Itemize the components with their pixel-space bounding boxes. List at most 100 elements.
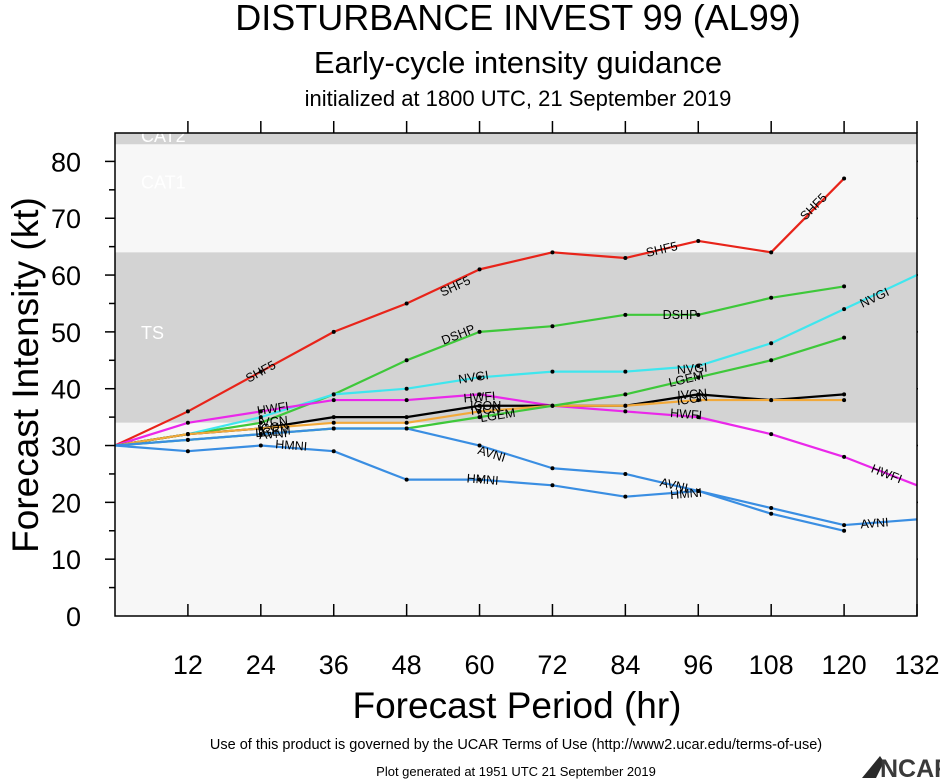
y-tick-label-40: 40 [51,375,81,405]
point-avni-84 [623,471,628,476]
point-lgem-96 [696,375,701,380]
point-shf5-24 [258,369,263,374]
series-label-hmni-0: HMNI [275,437,308,453]
point-hwfi-120 [842,454,847,459]
point-hmni-72 [550,483,555,488]
point-shf5-36 [331,329,336,334]
series-shf5 [114,176,847,447]
point-hwfi-36 [331,398,336,403]
band-cat1-1 [115,144,917,253]
y-tick-label-20: 20 [51,488,81,518]
x-tick-label-96: 96 [683,650,713,680]
x-tick-label-84: 84 [610,650,640,680]
point-hmni-12 [185,449,190,454]
series-label-nvgi-1: NVGI [676,361,708,377]
series-label-nvgi-0: NVGI [457,368,489,387]
point-nvgi-84 [623,369,628,374]
point-hmni-108 [769,511,774,516]
point-avni-12 [185,437,190,442]
series-group [114,176,918,533]
point-nvgi-24 [258,415,263,420]
series-label-avni-2: AVNI [659,475,690,495]
point-avni-120 [842,523,847,528]
point-hwfi-60 [477,392,482,397]
x-axis-label: Forecast Period (hr) [353,685,682,726]
point-nvgi-36 [331,392,336,397]
band-label-cat1: CAT1 [141,172,186,192]
band-label-ts: TS [141,323,164,343]
series-label-icon-2: ICON [676,390,709,409]
x-tick-label-12: 12 [173,650,203,680]
point-nvgi-48 [404,386,409,391]
point-ivcn-48 [404,420,409,425]
point-shf5-96 [696,238,701,243]
plot-frame [114,132,918,617]
point-icon-96 [696,392,701,397]
point-hmni-96 [696,488,701,493]
point-nvgi-72 [550,369,555,374]
point-shf5-72 [550,250,555,255]
point-shf5-120 [842,176,847,181]
point-dshp-108 [769,295,774,300]
intensity-bands [115,133,917,616]
point-ivcn-84 [623,403,628,408]
ncar-logo-mark [862,756,884,778]
series-label-avni-3: AVNI [860,515,889,531]
point-icon-60 [477,403,482,408]
series-ivcn [114,398,847,447]
ncar-logo-text: NCAR [880,755,940,780]
terms-of-use: Use of this product is governed by the U… [210,737,822,753]
x-tick-label-36: 36 [319,650,349,680]
point-dshp-120 [842,284,847,289]
series-label-hmni-1: HMNI [466,471,499,487]
x-tick-label-72: 72 [537,650,567,680]
y-tick-label-50: 50 [51,318,81,348]
band-label-cat2: CAT2 [141,126,186,146]
point-hmni-36 [331,449,336,454]
point-nvgi-120 [842,307,847,312]
point-nvgi-60 [477,375,482,380]
series-label-lgem-1: LGEM [479,406,516,425]
series-label-icon-1: ICON [470,399,501,413]
series-label-avni-0: AVNI [258,426,287,442]
point-lgem-108 [769,358,774,363]
x-tick-label-60: 60 [465,650,495,680]
series-line-nvgi [114,274,918,447]
plot-generated: Plot generated at 1951 UTC 21 September … [376,764,656,779]
point-ivcn-108 [769,398,774,403]
point-ivcn-36 [331,420,336,425]
x-tick-label-24: 24 [246,650,276,680]
point-dshp-48 [404,358,409,363]
point-avni-36 [331,426,336,431]
point-ivcn-96 [696,398,701,403]
point-avni-108 [769,506,774,511]
point-ivcn-120 [842,398,847,403]
series-hmni [114,443,847,533]
point-hwfi-24 [258,409,263,414]
point-avni-60 [477,443,482,448]
y-tick-label-80: 80 [51,147,81,177]
tick-labels: 12 24 36 48 60 72 84 96 108 120 132 0 10 20 30 40 50 60 70… [51,147,940,680]
point-icon-36 [331,415,336,420]
point-dshp-96 [696,312,701,317]
x-tick-label-120: 120 [822,650,867,680]
point-hmni-120 [842,528,847,533]
point-dshp-72 [550,324,555,329]
point-hmni-48 [404,477,409,482]
series-label-ivcn-1: IVCN [470,402,501,418]
point-ivcn-12 [185,432,190,437]
ncar-logo: NCAR [862,755,940,780]
point-icon-48 [404,415,409,420]
series-label-ivcn-2: IVCN [677,386,708,402]
point-nvgi-108 [769,341,774,346]
point-shf5-108 [769,250,774,255]
point-lgem-60 [477,415,482,420]
series-label-dshp-1: DSHP [663,308,698,322]
series-line-avni [114,427,918,527]
series-label-hwfi-2: HWFI [670,406,703,422]
point-hmni-60 [477,477,482,482]
point-lgem-72 [550,403,555,408]
point-lgem-120 [842,335,847,340]
chart-title: DISTURBANCE INVEST 99 (AL99) [235,0,801,38]
series-label-hwfi-1: HWFI [463,389,496,405]
